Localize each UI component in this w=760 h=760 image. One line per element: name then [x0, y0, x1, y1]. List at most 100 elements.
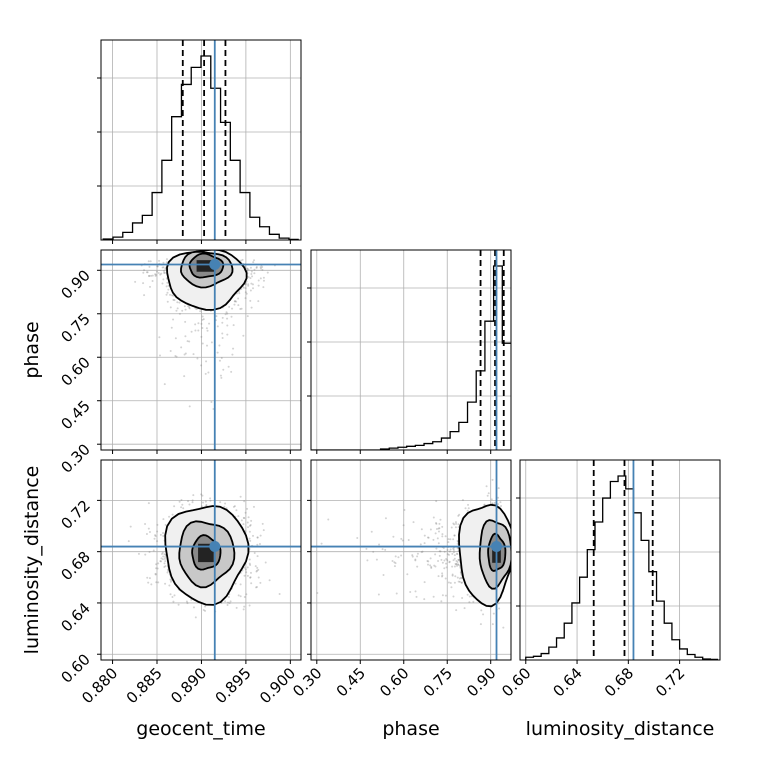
scatter-point	[502, 626, 505, 629]
scatter-point	[247, 276, 250, 279]
scatter-point	[452, 559, 455, 562]
scatter-point	[187, 500, 190, 503]
scatter-point	[457, 514, 460, 517]
scatter-point	[449, 548, 452, 551]
scatter-point	[224, 502, 227, 505]
scatter-point	[433, 564, 436, 567]
scatter-point	[264, 561, 267, 564]
scatter-point	[209, 499, 212, 502]
scatter-point	[237, 290, 240, 293]
scatter-point	[479, 623, 482, 626]
scatter-point	[427, 563, 430, 566]
scatter-point	[237, 297, 240, 300]
scatter-point	[445, 557, 448, 560]
scatter-point	[483, 503, 486, 506]
truth-marker	[491, 541, 503, 553]
scatter-point	[155, 273, 158, 276]
scatter-point	[164, 582, 167, 585]
scatter-point	[457, 523, 460, 526]
scatter-point	[201, 501, 204, 504]
scatter-point	[455, 522, 458, 525]
scatter-point	[244, 568, 247, 571]
scatter-point	[375, 558, 378, 561]
scatter-point	[237, 594, 240, 597]
scatter-point	[166, 300, 169, 303]
scatter-point	[152, 549, 155, 552]
scatter-point	[171, 596, 174, 599]
scatter-point	[243, 595, 246, 598]
scatter-point	[460, 576, 463, 579]
scatter-point	[157, 581, 160, 584]
scatter-point	[201, 342, 204, 345]
scatter-point	[218, 344, 221, 347]
scatter-point	[147, 502, 150, 505]
scatter-point	[184, 335, 187, 338]
scatter-point	[169, 306, 172, 309]
x-tick-label: 0.75	[420, 664, 456, 700]
scatter-point	[423, 581, 426, 584]
scatter-point	[249, 564, 252, 567]
scatter-point	[241, 258, 244, 261]
scatter-point	[220, 376, 223, 379]
scatter-point	[154, 274, 157, 277]
scatter-point	[148, 274, 151, 277]
scatter-point	[446, 553, 449, 556]
scatter-point	[432, 538, 435, 541]
scatter-point	[258, 542, 261, 545]
scatter-point	[249, 524, 252, 527]
scatter-point	[253, 268, 256, 271]
scatter-point	[183, 375, 186, 378]
scatter-point	[439, 550, 442, 553]
scatter-point	[248, 537, 251, 540]
scatter-point	[485, 485, 488, 488]
scatter-point	[432, 595, 435, 598]
scatter-point	[420, 551, 423, 554]
scatter-point	[253, 551, 256, 554]
scatter-point	[146, 576, 149, 579]
scatter-point	[278, 592, 281, 595]
scatter-point	[235, 300, 238, 303]
scatter-point	[190, 598, 193, 601]
scatter-point	[447, 541, 450, 544]
scatter-point	[246, 507, 249, 510]
scatter-point	[165, 258, 168, 261]
scatter-point	[156, 265, 159, 268]
scatter-point	[444, 594, 447, 597]
scatter-point	[180, 506, 183, 509]
scatter-point	[163, 557, 166, 560]
scatter-point	[456, 560, 459, 563]
scatter-point	[242, 516, 245, 519]
scatter-point	[249, 289, 252, 292]
contour-line	[458, 503, 511, 608]
scatter-point	[441, 594, 444, 597]
scatter-point	[166, 281, 169, 284]
scatter-point	[248, 558, 251, 561]
scatter-point	[200, 505, 203, 508]
scatter-point	[460, 581, 463, 584]
scatter-point	[392, 535, 395, 538]
scatter-point	[464, 507, 467, 510]
x-tick-label: 0.60	[376, 664, 412, 700]
scatter-point	[156, 530, 159, 533]
scatter-point	[233, 505, 236, 508]
scatter-point	[233, 303, 236, 306]
joint-body	[101, 250, 301, 450]
scatter-point	[240, 519, 243, 522]
scatter-point	[242, 286, 245, 289]
scatter-point	[148, 550, 151, 553]
scatter-point	[416, 555, 419, 558]
scatter-point	[449, 582, 452, 585]
scatter-point	[450, 586, 453, 589]
scatter-point	[201, 327, 204, 330]
scatter-point	[174, 337, 177, 340]
scatter-point	[500, 504, 503, 507]
scatter-point	[249, 277, 252, 280]
scatter-point	[467, 503, 470, 506]
scatter-point	[259, 267, 262, 270]
scatter-point	[227, 596, 230, 599]
scatter-point	[411, 555, 414, 558]
scatter-point	[250, 270, 253, 273]
scatter-point	[451, 574, 454, 577]
scatter-point	[164, 565, 167, 568]
scatter-point	[162, 555, 165, 558]
